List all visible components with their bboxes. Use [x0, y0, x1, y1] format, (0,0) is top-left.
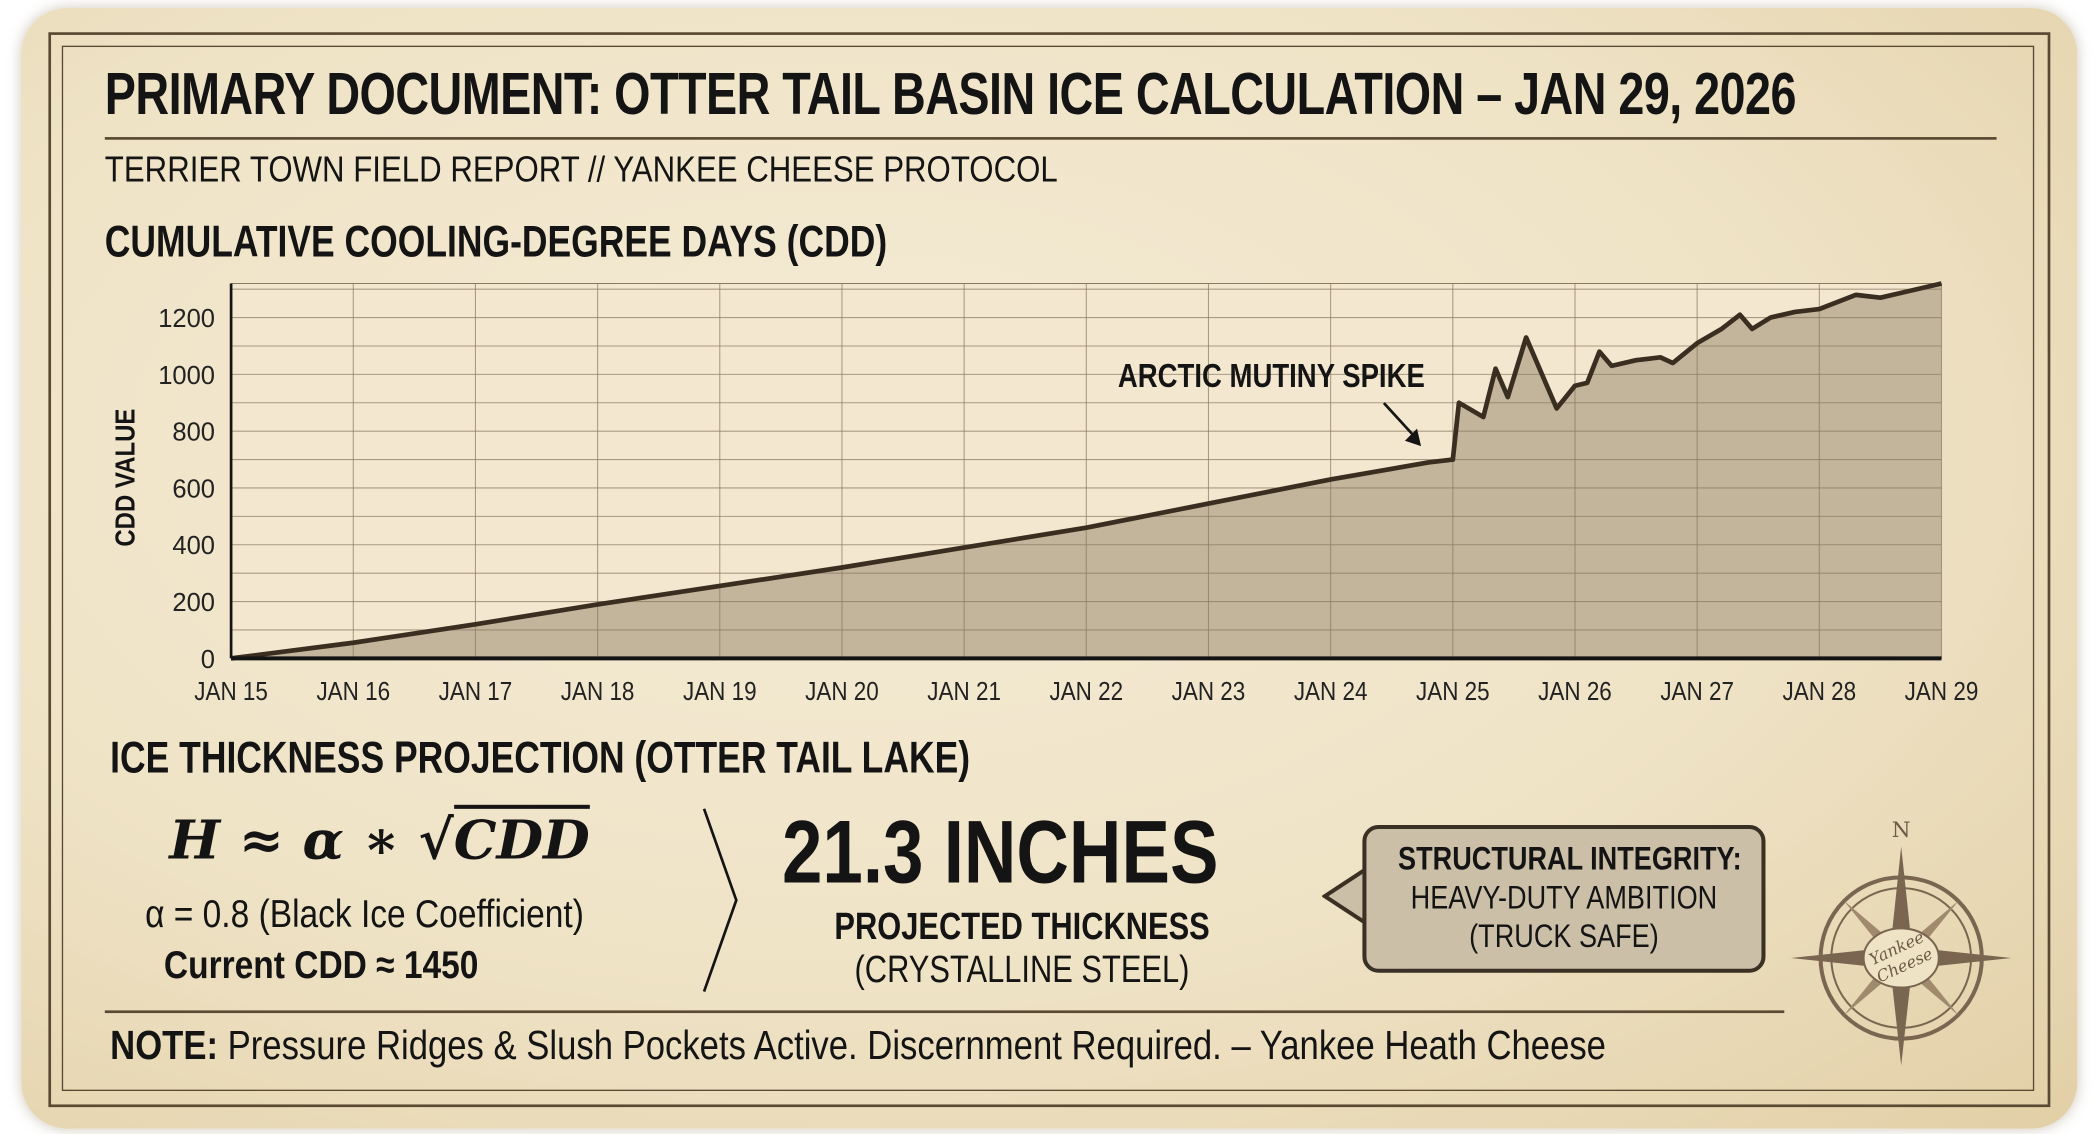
cdd-chart: JAN 15 JAN 16 JAN 17 JAN 18 JAN 19 JAN 20 JAN … — [108, 281, 1979, 707]
bracket-divider — [702, 808, 738, 993]
compass-rose-logo: N Yankee Cheese — [1791, 818, 2012, 1066]
outer-frame — [48, 32, 2051, 1108]
callout-line1: STRUCTURAL INTEGRITY: — [1398, 841, 1742, 878]
note-divider — [104, 1010, 1785, 1014]
x-tick-label: JAN 22 — [1049, 678, 1123, 707]
x-tick-label: JAN 25 — [1416, 678, 1490, 707]
subtitle: TERRIER TOWN FIELD REPORT // YANKEE CHEE… — [104, 149, 1058, 190]
note-label: NOTE: — [110, 1023, 219, 1069]
y-tick-label: 1200 — [158, 305, 215, 333]
alpha-coefficient: α = 0.8 (Black Ice Coefficient) — [145, 893, 584, 937]
cdd-line — [230, 281, 1943, 661]
note-text: Pressure Ridges & Slush Pockets Active. … — [218, 1023, 1606, 1069]
y-tick-label: 1000 — [158, 362, 215, 390]
x-tick-label: JAN 27 — [1660, 678, 1734, 707]
x-tick-label: JAN 20 — [805, 678, 879, 707]
inner-frame — [61, 45, 2035, 1092]
y-tick-label: 800 — [172, 419, 215, 447]
x-tick-label: JAN 17 — [439, 678, 513, 707]
x-tick-label: JAN 19 — [683, 678, 757, 707]
annotation-arrowhead — [1404, 428, 1422, 447]
y-axis-label: CDD VALUE — [108, 409, 140, 547]
result-sub: (CRYSTALLINE STEEL) — [854, 948, 1190, 991]
x-tick-label: JAN 29 — [1905, 678, 1979, 707]
page-title: PRIMARY DOCUMENT: OTTER TAIL BASIN ICE C… — [104, 61, 1797, 128]
annotation-label: ARCTIC MUTINY SPIKE — [1118, 356, 1425, 394]
x-tick-label: JAN 15 — [194, 678, 268, 707]
formula-left: H ≈ α ∗ — [169, 808, 419, 872]
callout-line3: (TRUCK SAFE) — [1469, 919, 1659, 956]
compass-north: N — [1892, 818, 1911, 843]
x-tick-label: JAN 26 — [1538, 678, 1612, 707]
structural-integrity-callout: STRUCTURAL INTEGRITY: HEAVY-DUTY AMBITIO… — [1362, 824, 1766, 973]
x-tick-label: JAN 28 — [1783, 678, 1857, 707]
x-tick-label: JAN 21 — [927, 678, 1001, 707]
x-tick-label: JAN 23 — [1172, 678, 1246, 707]
x-tick-label: JAN 18 — [561, 678, 635, 707]
x-tick-label: JAN 16 — [316, 678, 390, 707]
result-label: PROJECTED THICKNESS — [834, 905, 1210, 948]
y-tick-label: 200 — [172, 589, 215, 617]
title-divider — [104, 137, 1997, 140]
formula: H ≈ α ∗ √CDD — [169, 804, 590, 872]
area-fill — [231, 283, 1942, 659]
note: NOTE: Pressure Ridges & Slush Pockets Ac… — [110, 1024, 1606, 1070]
x-tick-label: JAN 24 — [1294, 678, 1368, 707]
chart-title: CUMULATIVE COOLING-DEGREE DAYS (CDD) — [104, 216, 888, 267]
projection-heading: ICE THICKNESS PROJECTION (OTTER TAIL LAK… — [110, 732, 971, 782]
result-thickness: 21.3 INCHES — [781, 802, 1219, 902]
y-tick-label: 400 — [172, 532, 215, 560]
formula-root: CDD — [454, 804, 590, 872]
y-tick-label: 600 — [172, 475, 215, 503]
y-tick-label: 0 — [201, 646, 215, 674]
callout-line2: HEAVY-DUTY AMBITION — [1410, 880, 1718, 917]
current-cdd: Current CDD ≈ 1450 — [163, 944, 479, 988]
